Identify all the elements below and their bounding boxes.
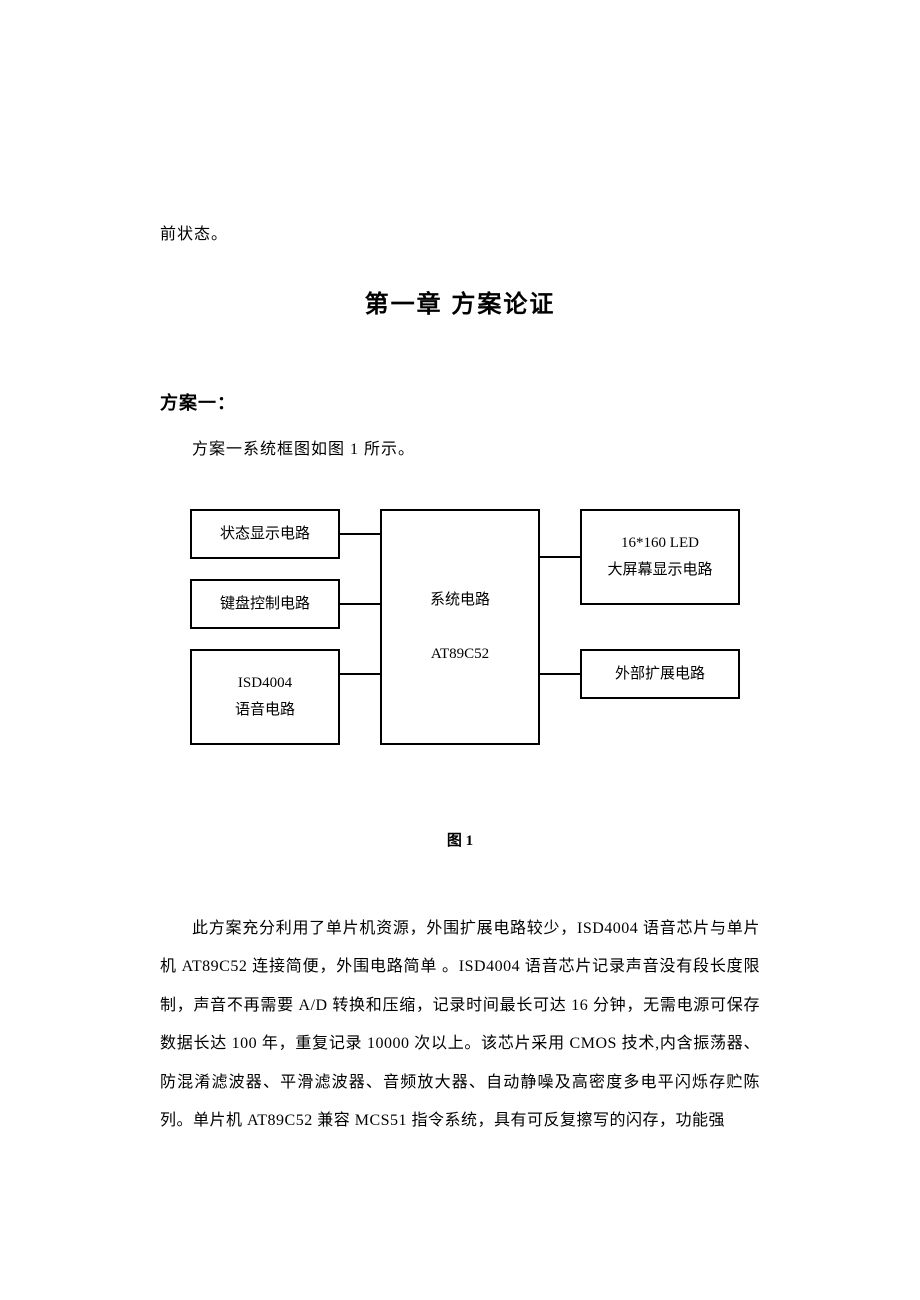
body-paragraph: 此方案充分利用了单片机资源，外围扩展电路较少，ISD4004 语音芯片与单片机 … — [160, 910, 760, 1140]
chapter-title: 第一章 方案论证 — [160, 284, 760, 319]
diagram-node-label: AT89C52 — [431, 641, 489, 668]
diagram-node-label: 大屏幕显示电路 — [607, 557, 712, 584]
fragment-prev-page: 前状态。 — [160, 220, 760, 244]
diagram-node-label — [458, 614, 462, 641]
section-1-intro: 方案一系统框图如图 1 所示。 — [160, 435, 760, 459]
block-diagram: 状态显示电路键盘控制电路ISD4004语音电路系统电路 AT89C5216*16… — [180, 509, 740, 809]
document-page: 前状态。 第一章 方案论证 方案一： 方案一系统框图如图 1 所示。 状态显示电… — [0, 0, 920, 1140]
diagram-caption: 图 1 — [160, 829, 760, 850]
diagram-node-label: 语音电路 — [235, 697, 295, 724]
diagram-node-isd: ISD4004语音电路 — [190, 649, 340, 745]
diagram-node-label: 系统电路 — [430, 587, 490, 614]
diagram-node-label: 键盘控制电路 — [220, 591, 310, 618]
diagram-node-keyboard: 键盘控制电路 — [190, 579, 340, 629]
diagram-node-ext: 外部扩展电路 — [580, 649, 740, 699]
section-1-title: 方案一： — [160, 389, 760, 415]
diagram-node-sys: 系统电路 AT89C52 — [380, 509, 540, 745]
diagram-node-label: ISD4004 — [238, 670, 292, 697]
diagram-node-led: 16*160 LED大屏幕显示电路 — [580, 509, 740, 605]
diagram-node-label: 状态显示电路 — [220, 521, 310, 548]
diagram-node-status: 状态显示电路 — [190, 509, 340, 559]
diagram-node-label: 外部扩展电路 — [615, 661, 705, 688]
diagram-node-label: 16*160 LED — [621, 530, 699, 557]
